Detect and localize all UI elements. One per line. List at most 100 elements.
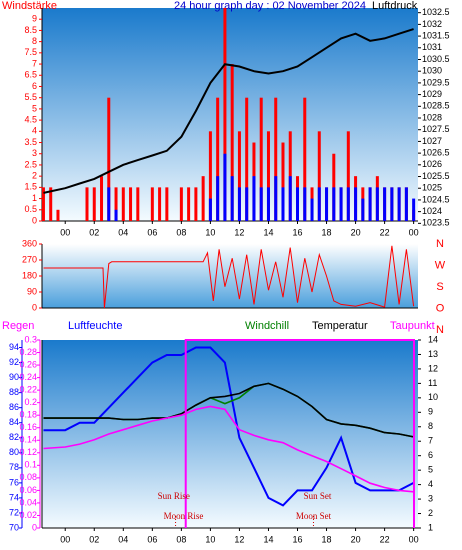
daylight-box (184, 339, 415, 528)
bar (179, 187, 183, 221)
x-tick-label: 06 (147, 534, 157, 544)
bar (158, 187, 162, 221)
y-tick-label: 8.5 (24, 25, 37, 35)
bar (281, 142, 285, 221)
bar (266, 131, 270, 221)
bar (237, 131, 241, 221)
x-tick-label: 00 (60, 534, 70, 544)
bar (216, 176, 220, 221)
y-tick-label: 90 (9, 372, 19, 382)
bar (49, 187, 53, 221)
bar (310, 198, 314, 221)
x-tick-label: 16 (292, 534, 302, 544)
y-tick-label: 4.5 (24, 114, 37, 124)
bar (150, 187, 154, 221)
bar (245, 187, 249, 221)
y-tick-label: 8 (32, 36, 37, 46)
bar (136, 187, 140, 221)
bar (41, 187, 45, 221)
y-tick-label: 0.26 (19, 359, 37, 369)
y-tick-label: 0.08 (19, 472, 37, 482)
y-tick-label: 86 (9, 402, 19, 412)
y-tick-label: 14 (428, 334, 438, 344)
bar (208, 198, 212, 221)
y-tick-label: 5 (428, 465, 433, 475)
y-tick-label: 1025 (422, 183, 442, 193)
y-tick-label: 9 (428, 407, 433, 417)
compass-label: S (436, 281, 443, 293)
y-tick-label: 0.2 (24, 397, 37, 407)
y-tick-label: 0.12 (19, 447, 37, 457)
y-tick-label: 1032.5 (422, 7, 450, 17)
x-tick-label: 02 (89, 534, 99, 544)
bar (259, 187, 263, 221)
y-tick-label: 0.04 (19, 497, 37, 507)
bar (259, 97, 263, 221)
bar (397, 187, 401, 221)
y-tick-label: 4 (32, 126, 37, 136)
y-tick-label: 78 (9, 462, 19, 472)
chart-title: 24 hour graph day : 02 November 2024 (174, 0, 366, 12)
bar (237, 187, 241, 221)
y-tick-label: 1030 (422, 66, 442, 76)
y-tick-label: 92 (9, 357, 19, 367)
y2-axis-label: Luftdruck (372, 0, 418, 12)
y-tick-label: 1026.5 (422, 147, 450, 157)
bar (121, 187, 125, 221)
bar (303, 97, 307, 221)
y-tick-label: 1031.5 (422, 30, 450, 40)
x-tick-label: 14 (263, 227, 273, 237)
x-tick-label: 10 (205, 534, 215, 544)
bar (375, 187, 379, 221)
y-tick-label: 0.5 (24, 204, 37, 214)
y-tick-label: 1027.5 (422, 124, 450, 134)
bar (412, 198, 416, 221)
y-tick-label: 1 (428, 522, 433, 532)
legend-label: Temperatur (312, 320, 368, 332)
compass-label: W (435, 259, 446, 271)
y-tick-label: 2 (428, 508, 433, 518)
bar (216, 97, 220, 221)
y-tick-label: 0 (32, 302, 37, 312)
bar (114, 187, 118, 221)
bar (230, 64, 234, 221)
bar (317, 131, 321, 221)
y-tick-label: 1029.5 (422, 77, 450, 87)
x-tick-label: 12 (234, 227, 244, 237)
series-line (43, 405, 414, 493)
x-tick-label: 02 (89, 227, 99, 237)
y-tick-label: 1029 (422, 89, 442, 99)
bar (404, 187, 408, 221)
y-tick-label: 3.5 (24, 137, 37, 147)
y-tick-label: 12 (428, 363, 438, 373)
bar (100, 176, 104, 221)
y-tick-label: 74 (9, 492, 19, 502)
x-tick-label: 18 (322, 534, 332, 544)
y-tick-label: 3 (428, 493, 433, 503)
y-tick-label: 0.02 (19, 510, 37, 520)
y-tick-label: 13 (428, 349, 438, 359)
x-tick-label: 20 (351, 227, 361, 237)
bar (383, 187, 387, 221)
bar (194, 187, 198, 221)
y-tick-label: 76 (9, 477, 19, 487)
y-tick-label: 1026 (422, 159, 442, 169)
series-line (43, 382, 414, 438)
y-tick-label: 7 (428, 436, 433, 446)
legend-label: Windchill (245, 320, 289, 332)
y-tick-label: 4 (428, 479, 433, 489)
y-tick-label: 5.5 (24, 92, 37, 102)
x-tick-label: 00 (60, 227, 70, 237)
y-tick-label: 72 (9, 507, 19, 517)
y-tick-label: 7 (32, 58, 37, 68)
bar (390, 187, 394, 221)
y-tick-label: 88 (9, 387, 19, 397)
plot-background (42, 340, 418, 528)
x-tick-label: 18 (322, 227, 332, 237)
y-tick-label: 6.5 (24, 70, 37, 80)
x-tick-label: 22 (380, 534, 390, 544)
compass-label: O (436, 302, 445, 314)
bar (368, 187, 372, 221)
y-tick-label: 9 (32, 14, 37, 24)
